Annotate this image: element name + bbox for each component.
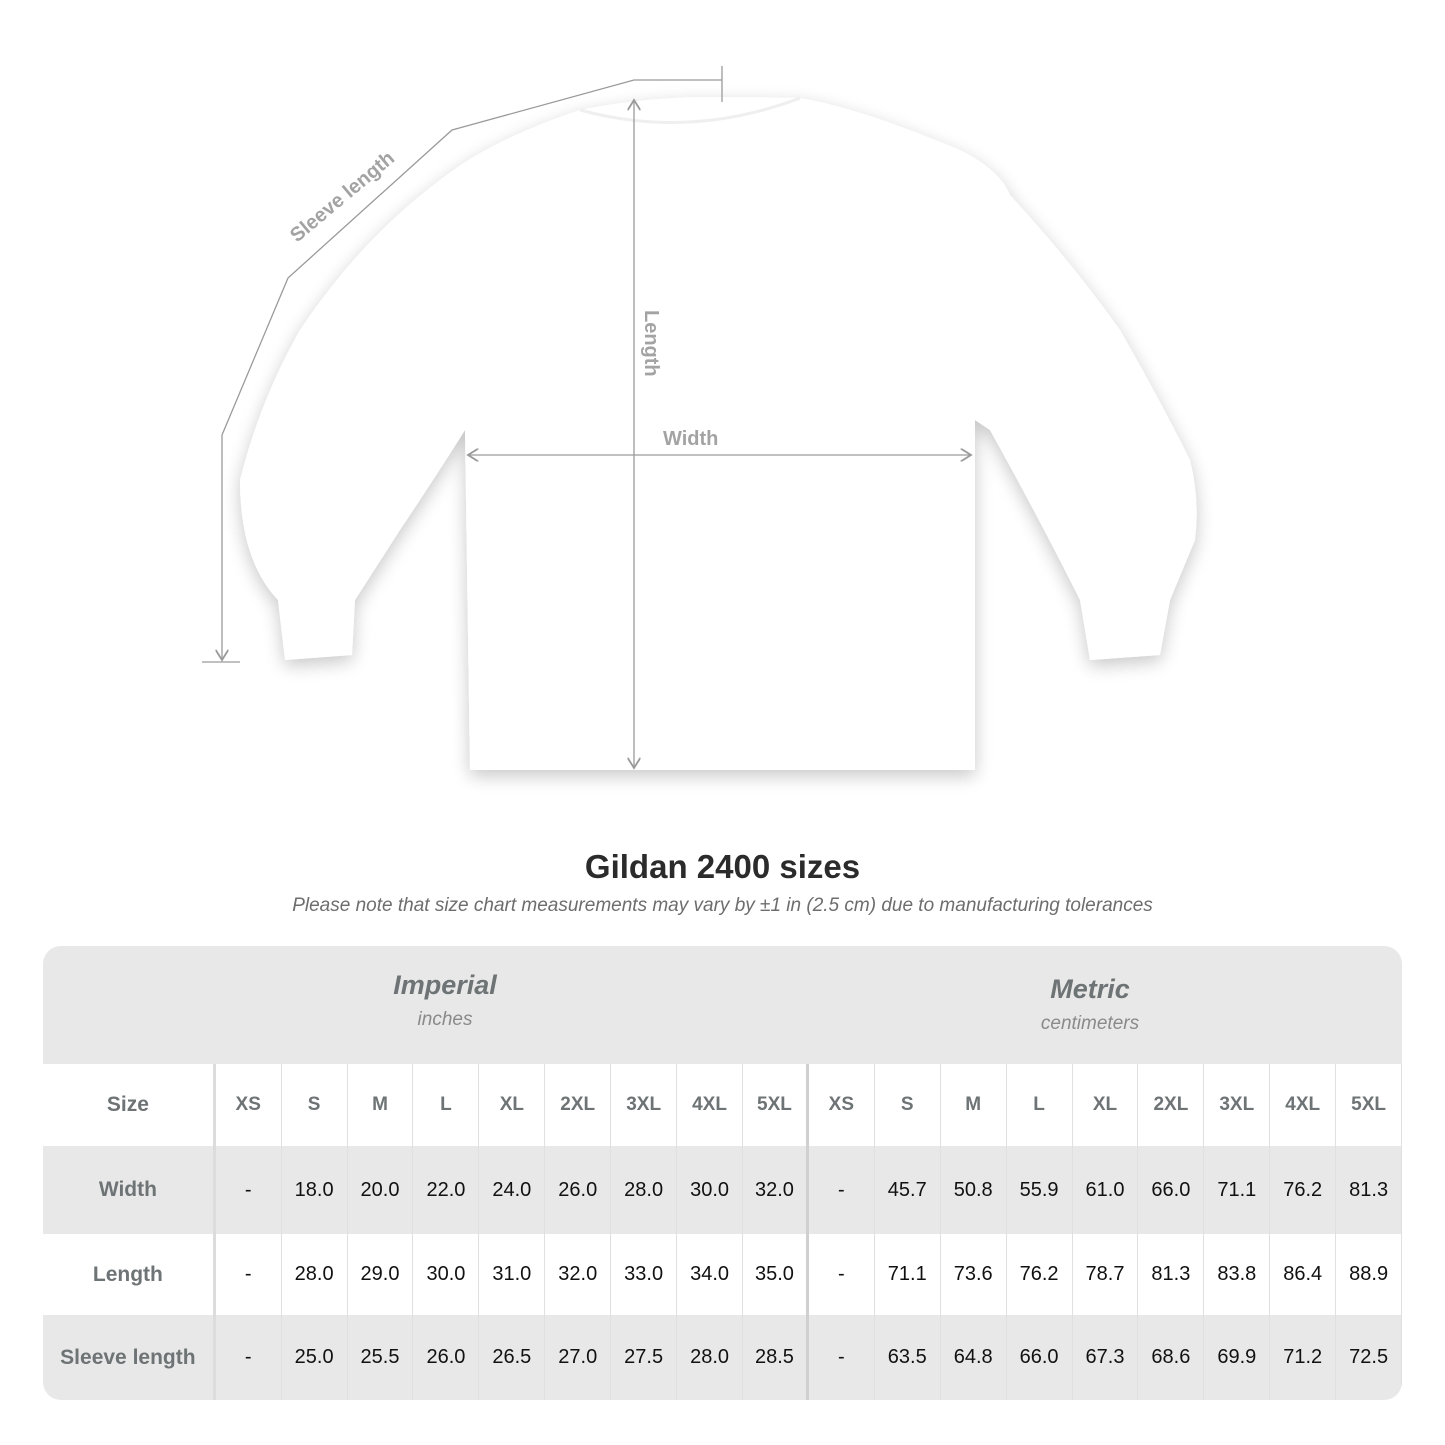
cell-metric: 88.9 (1336, 1234, 1402, 1315)
size-header: Size (43, 1064, 216, 1146)
cell-imperial: 25.5 (348, 1315, 414, 1400)
size-column-header-imperial: S (282, 1064, 348, 1146)
size-column-header-imperial: L (413, 1064, 480, 1146)
size-column-header-metric: S (875, 1064, 941, 1146)
size-column-header-metric: 2XL (1138, 1064, 1205, 1146)
cell-imperial: 27.5 (611, 1315, 678, 1400)
size-column-header-imperial: XS (216, 1064, 282, 1146)
row-label: Length (43, 1234, 216, 1315)
size-column-header-metric: M (941, 1064, 1007, 1146)
cell-imperial: 26.5 (479, 1315, 546, 1400)
cell-imperial: - (216, 1234, 282, 1315)
cell-imperial: 30.0 (413, 1234, 480, 1315)
metric-unit: centimeters (1040, 1013, 1140, 1034)
table-row: Length -28.0 29.0 30.0 31.0 32.0 33.0 34.0 35.0-… (43, 1234, 1402, 1315)
table-row: Width -18.0 20.0 22.0 24.0 26.0 28.0 30.0 32.0-4… (43, 1146, 1402, 1234)
cell-imperial: 28.0 (677, 1315, 743, 1400)
cell-imperial: 34.0 (677, 1234, 743, 1315)
cell-imperial: 30.0 (677, 1146, 743, 1234)
cell-metric: - (809, 1234, 875, 1315)
metric-title: Metric (1050, 974, 1130, 1004)
size-column-header-metric: 4XL (1270, 1064, 1337, 1146)
metric-group: Metric centimeters (810, 946, 1370, 1064)
cell-metric: 50.8 (941, 1146, 1007, 1234)
cell-imperial: - (216, 1315, 282, 1400)
size-column-header-imperial: 2XL (545, 1064, 612, 1146)
cell-metric: 45.7 (875, 1146, 941, 1234)
cell-imperial: 24.0 (479, 1146, 546, 1234)
size-column-header-metric: L (1007, 1064, 1073, 1146)
cell-imperial: - (216, 1146, 282, 1234)
size-column-header-imperial: M (348, 1064, 414, 1146)
cell-imperial: 28.0 (282, 1234, 348, 1315)
cell-metric: 76.2 (1007, 1234, 1073, 1315)
cell-imperial: 26.0 (413, 1315, 480, 1400)
cell-imperial: 32.0 (743, 1146, 809, 1234)
shirt-shape (240, 97, 1197, 770)
cell-imperial: 27.0 (545, 1315, 612, 1400)
cell-metric: 55.9 (1007, 1146, 1073, 1234)
size-column-header-imperial: 3XL (611, 1064, 678, 1146)
shirt-illustration: Sleeve length Length Width (202, 66, 1197, 770)
width-label: Width (663, 428, 718, 450)
tolerance-note: Please note that size chart measurements… (292, 895, 1153, 916)
imperial-unit: inches (417, 1009, 473, 1030)
cell-metric: 71.1 (875, 1234, 941, 1315)
size-column-header-imperial: XL (479, 1064, 546, 1146)
table-header-row: Size XS S M L XL 2XL 3XL 4XL 5XL XS S M L XL 2XL 3XL 4XL 5… (43, 1064, 1402, 1146)
sleeve-length-dimension (202, 66, 723, 663)
cell-metric: 69.9 (1204, 1315, 1271, 1400)
cell-imperial: 28.0 (611, 1146, 678, 1234)
cell-imperial: 29.0 (348, 1234, 414, 1315)
cell-imperial: 33.0 (611, 1234, 678, 1315)
cell-metric: 78.7 (1073, 1234, 1139, 1315)
cell-metric: 68.6 (1138, 1315, 1205, 1400)
cell-imperial: 26.0 (545, 1146, 612, 1234)
cell-imperial: 35.0 (743, 1234, 809, 1315)
cell-metric: 71.1 (1204, 1146, 1271, 1234)
cell-metric: 86.4 (1270, 1234, 1337, 1315)
size-column-header-metric: 3XL (1204, 1064, 1271, 1146)
size-column-header-imperial: 4XL (677, 1064, 743, 1146)
length-label: Length (640, 310, 662, 377)
cell-metric: 73.6 (941, 1234, 1007, 1315)
row-label: Sleeve length (43, 1315, 216, 1400)
cell-imperial: 20.0 (348, 1146, 414, 1234)
row-label: Width (43, 1146, 216, 1234)
imperial-title: Imperial (393, 970, 497, 1000)
cell-metric: 72.5 (1336, 1315, 1402, 1400)
cell-metric: 64.8 (941, 1315, 1007, 1400)
cell-metric: - (809, 1315, 875, 1400)
cell-metric: 61.0 (1073, 1146, 1139, 1234)
cell-imperial: 22.0 (413, 1146, 480, 1234)
cell-metric: 81.3 (1336, 1146, 1402, 1234)
cell-metric: 81.3 (1138, 1234, 1205, 1315)
cell-metric: 66.0 (1007, 1315, 1073, 1400)
cell-imperial: 25.0 (282, 1315, 348, 1400)
cell-metric: 71.2 (1270, 1315, 1337, 1400)
size-column-header-metric: XS (809, 1064, 875, 1146)
size-column-header-metric: 5XL (1336, 1064, 1402, 1146)
cell-imperial: 31.0 (479, 1234, 546, 1315)
table-row: Sleeve length -25.0 25.5 26.0 26.5 27.0 27.5 28… (43, 1315, 1402, 1400)
collar (579, 96, 801, 124)
table-header-band (43, 946, 1402, 1064)
cell-metric: 83.8 (1204, 1234, 1271, 1315)
imperial-group: Imperial inches (216, 946, 674, 1064)
cell-imperial: 28.5 (743, 1315, 809, 1400)
size-column-header-metric: XL (1073, 1064, 1139, 1146)
cell-metric: 63.5 (875, 1315, 941, 1400)
cell-metric: - (809, 1146, 875, 1234)
cell-metric: 76.2 (1270, 1146, 1337, 1234)
cell-imperial: 32.0 (545, 1234, 612, 1315)
cell-metric: 67.3 (1073, 1315, 1139, 1400)
cell-imperial: 18.0 (282, 1146, 348, 1234)
size-table: Imperial inches Metric centimeters Size X… (43, 946, 1402, 1400)
page-title: Gildan 2400 sizes (584, 848, 861, 885)
size-column-header-imperial: 5XL (743, 1064, 809, 1146)
cell-metric: 66.0 (1138, 1146, 1205, 1234)
